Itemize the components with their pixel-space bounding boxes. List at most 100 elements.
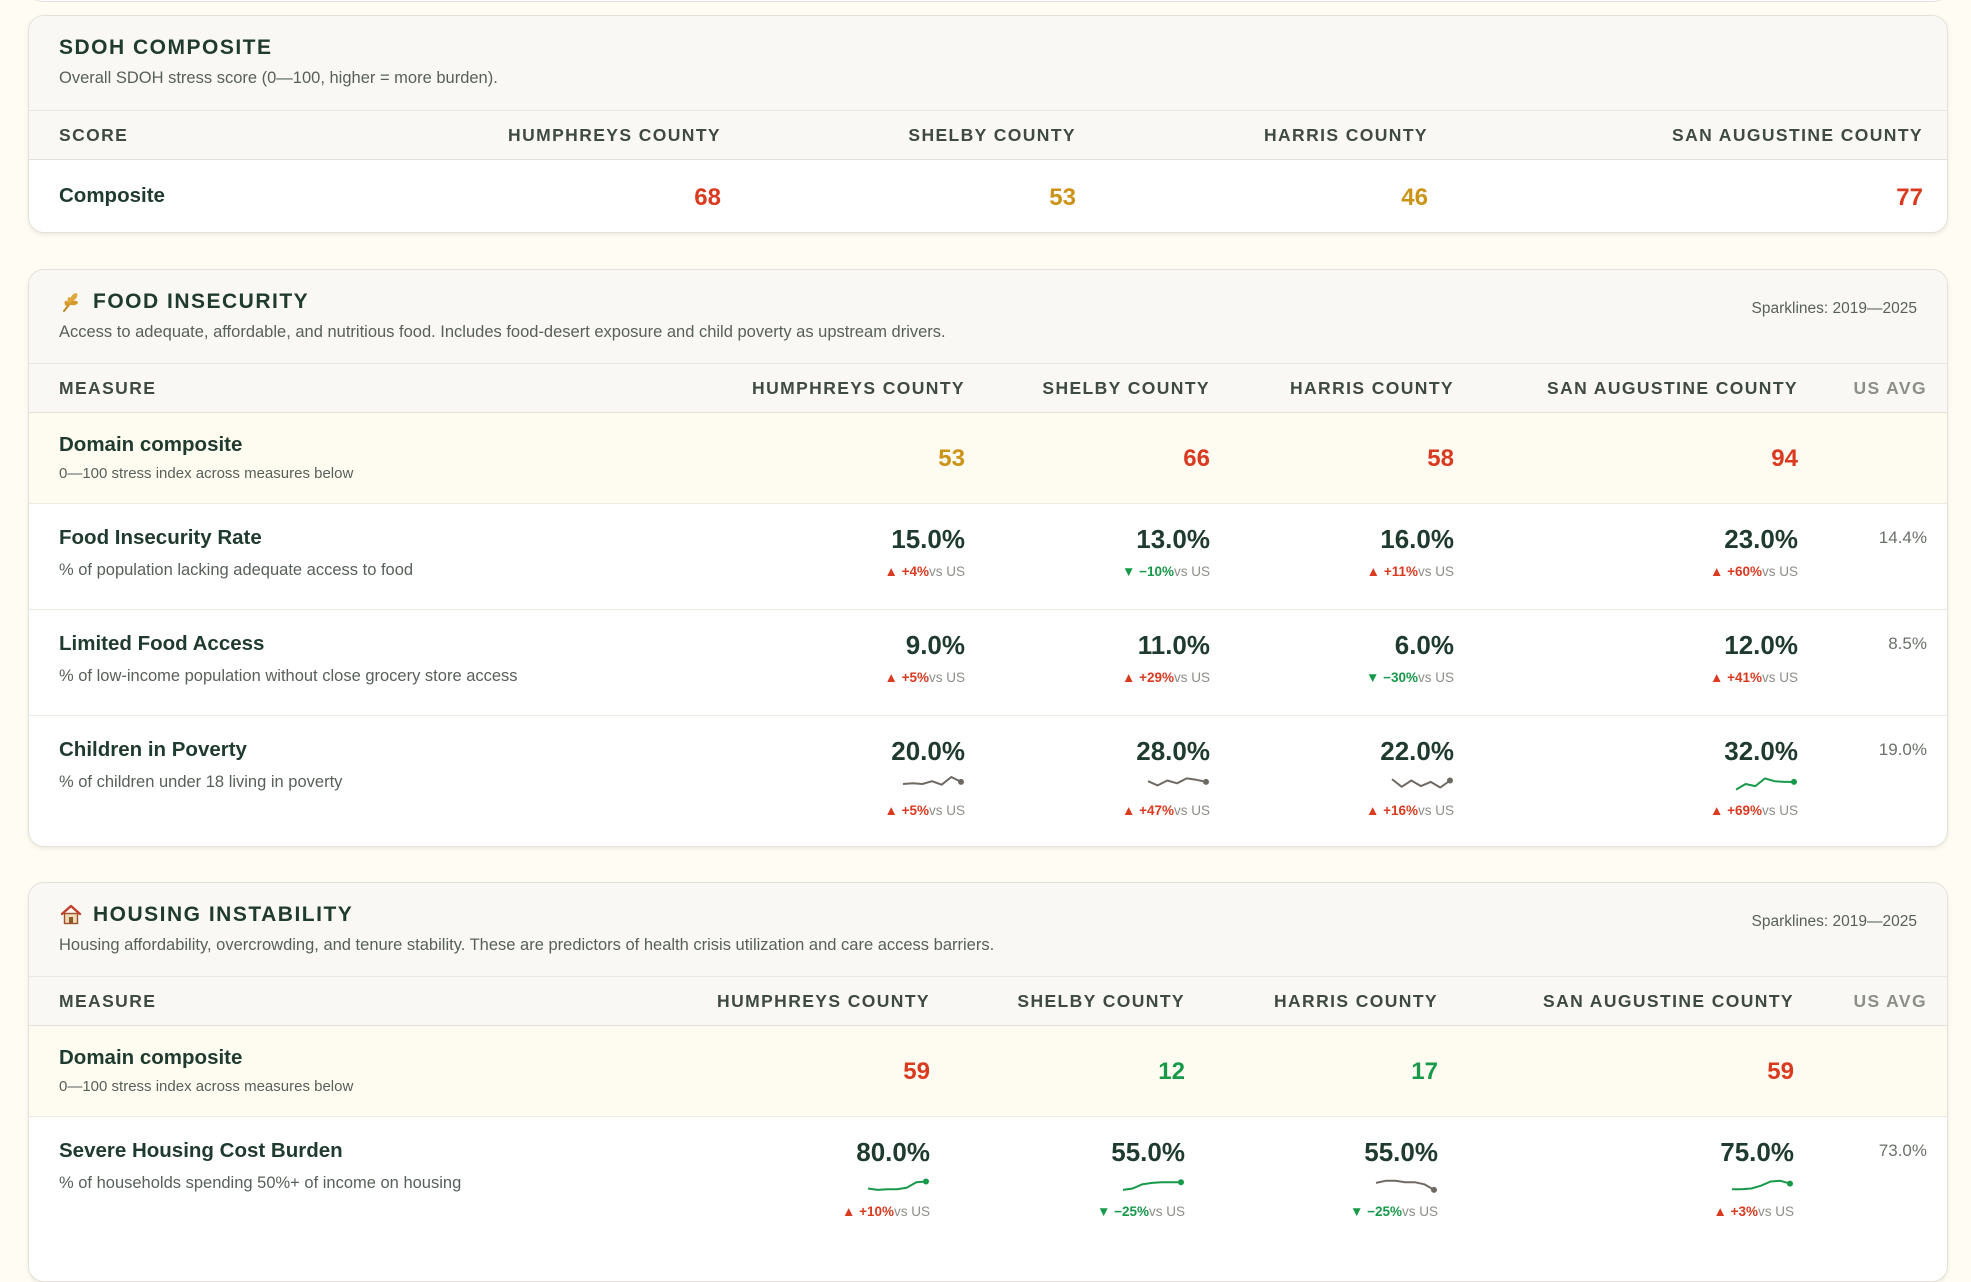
- sparkline-path: [1735, 777, 1794, 791]
- vs-us-delta: ▲ +60%vs US: [1710, 565, 1798, 579]
- domain-score: 59: [1767, 1058, 1794, 1085]
- column-header[interactable]: HUMPHREYS COUNTY: [508, 125, 721, 145]
- measure-value: 22.0%: [1380, 736, 1454, 766]
- column-header[interactable]: SHELBY COUNTY: [908, 125, 1076, 145]
- delta-percent: −25%: [1367, 1204, 1402, 1219]
- measure-value-cell: 11.0% ▲ +29%vs US: [1122, 632, 1210, 685]
- vs-us-delta: ▲ +47%vs US: [1122, 804, 1210, 818]
- column-header[interactable]: HUMPHREYS COUNTY: [752, 378, 965, 398]
- arrow-up-icon: ▲: [1121, 670, 1136, 685]
- top-tab-bar: [28, 0, 1948, 2]
- delta-vs-label: vs US: [1401, 1204, 1438, 1219]
- vs-us-delta: ▼ −10%vs US: [1122, 565, 1210, 579]
- arrow-down-icon: ▼: [1096, 1204, 1111, 1219]
- domain-score: 94: [1771, 445, 1798, 472]
- us-average-value: 73.0%: [1878, 1141, 1927, 1160]
- measure-value-cell: 80.0% ▲ +10%vs US: [842, 1139, 930, 1219]
- domain-score: 59: [903, 1058, 930, 1085]
- column-header[interactable]: SHELBY COUNTY: [1017, 991, 1185, 1011]
- delta-vs-label: vs US: [1173, 564, 1210, 579]
- measure-value: 16.0%: [1380, 524, 1454, 554]
- row-description: 0—100 stress index across measures below: [59, 465, 354, 482]
- vs-us-delta: ▲ +4%vs US: [884, 565, 965, 579]
- composite-score: 68: [694, 184, 721, 211]
- column-header[interactable]: HUMPHREYS COUNTY: [717, 991, 930, 1011]
- measure-value: 20.0%: [891, 736, 965, 766]
- vs-us-delta: ▲ +5%vs US: [884, 804, 965, 818]
- delta-percent: −25%: [1114, 1204, 1149, 1219]
- column-header[interactable]: HARRIS COUNTY: [1263, 125, 1428, 145]
- sparkline: [1375, 1179, 1437, 1193]
- delta-vs-label: vs US: [1417, 564, 1454, 579]
- domain-score: 53: [938, 445, 965, 472]
- house-icon: [59, 903, 83, 927]
- column-header: US AVG: [1853, 991, 1927, 1011]
- delta-percent: −30%: [1383, 670, 1418, 685]
- column-header[interactable]: SAN AUGUSTINE COUNTY: [1547, 378, 1798, 398]
- measure-name: Limited Food Access: [59, 632, 265, 655]
- wheat-icon: [59, 290, 83, 314]
- card-title: SDOH COMPOSITE: [59, 36, 273, 59]
- measure-label-wrap: Food Insecurity Rate % of population lac…: [59, 526, 413, 580]
- composite-score: 46: [1401, 184, 1428, 211]
- measure-value: 23.0%: [1724, 524, 1798, 554]
- domain-score: 66: [1183, 445, 1210, 472]
- vs-us-delta: ▲ +3%vs US: [1713, 1205, 1794, 1219]
- sparkline-path: [1147, 777, 1207, 787]
- card-title-wrap: FOOD INSECURITY: [59, 290, 1917, 314]
- measure-description: % of low-income population without close…: [59, 667, 518, 685]
- measure-name: Severe Housing Cost Burden: [59, 1139, 343, 1162]
- sparkline-path: [1375, 1179, 1435, 1191]
- composite-score: 53: [1049, 184, 1076, 211]
- sparkline-range-note: Sparklines: 2019—2025: [1751, 300, 1917, 317]
- column-header[interactable]: SHELBY COUNTY: [1042, 378, 1210, 398]
- delta-vs-label: vs US: [1761, 564, 1798, 579]
- measure-description: % of population lacking adequate access …: [59, 561, 414, 579]
- domain-composite-row: Domain composite 0—100 stress index acro…: [29, 1026, 1947, 1117]
- vs-us-delta: ▼ −25%vs US: [1097, 1205, 1185, 1219]
- measure-name: Food Insecurity Rate: [59, 526, 262, 549]
- measure-value: 80.0%: [856, 1137, 930, 1167]
- table-row: Severe Housing Cost Burden % of househol…: [29, 1117, 1947, 1257]
- card-subtitle: Access to adequate, affordable, and nutr…: [59, 323, 946, 341]
- delta-percent: +5%: [901, 670, 929, 685]
- sparkline-endpoint: [1178, 1179, 1184, 1186]
- measure-value: 75.0%: [1720, 1137, 1794, 1167]
- arrow-up-icon: ▲: [1713, 1204, 1727, 1219]
- domain-composite-row: Domain composite 0—100 stress index acro…: [29, 413, 1947, 504]
- domain-score: 58: [1427, 445, 1454, 472]
- sparkline: [1735, 777, 1797, 791]
- measure-label-wrap: Children in Poverty % of children under …: [59, 738, 342, 792]
- card-title: FOOD INSECURITY: [93, 290, 310, 313]
- column-header: MEASURE: [59, 991, 157, 1011]
- arrow-up-icon: ▲: [884, 670, 898, 685]
- measure-label-wrap: Limited Food Access % of low-income popu…: [59, 632, 518, 686]
- column-header[interactable]: HARRIS COUNTY: [1273, 991, 1438, 1011]
- measure-value-cell: 22.0% ▲ +16%vs US: [1366, 738, 1454, 818]
- vs-us-delta: ▲ +11%vs US: [1367, 565, 1454, 579]
- sparkline: [1391, 777, 1453, 789]
- delta-vs-label: vs US: [1761, 670, 1798, 685]
- measure-value: 55.0%: [1364, 1137, 1438, 1167]
- table-row: Food Insecurity Rate % of population lac…: [29, 504, 1947, 610]
- measure-value-cell: 15.0% ▲ +4%vs US: [884, 526, 965, 579]
- sparkline: [1122, 1179, 1184, 1191]
- vs-us-delta: ▲ +69%vs US: [1710, 804, 1798, 818]
- column-header[interactable]: HARRIS COUNTY: [1289, 378, 1454, 398]
- housing-instability-card: HOUSING INSTABILITY Housing affordabilit…: [28, 882, 1948, 1282]
- delta-vs-label: vs US: [1173, 670, 1210, 685]
- column-header[interactable]: SAN AUGUSTINE COUNTY: [1543, 991, 1794, 1011]
- column-header[interactable]: SAN AUGUSTINE COUNTY: [1672, 125, 1923, 145]
- us-average-value: 19.0%: [1878, 740, 1927, 759]
- sparkline-range-note: Sparklines: 2019—2025: [1751, 913, 1917, 930]
- measure-value: 32.0%: [1724, 736, 1798, 766]
- us-average-value: 8.5%: [1888, 634, 1927, 653]
- arrow-up-icon: ▲: [1709, 803, 1724, 818]
- sdoh-composite-card: SDOH COMPOSITE Overall SDOH stress score…: [28, 15, 1948, 233]
- delta-vs-label: vs US: [1417, 670, 1454, 685]
- delta-percent: +16%: [1383, 803, 1418, 818]
- arrow-up-icon: ▲: [1709, 670, 1724, 685]
- arrow-up-icon: ▲: [841, 1204, 856, 1219]
- delta-percent: +11%: [1383, 564, 1418, 579]
- sparkline-endpoint: [923, 1178, 929, 1185]
